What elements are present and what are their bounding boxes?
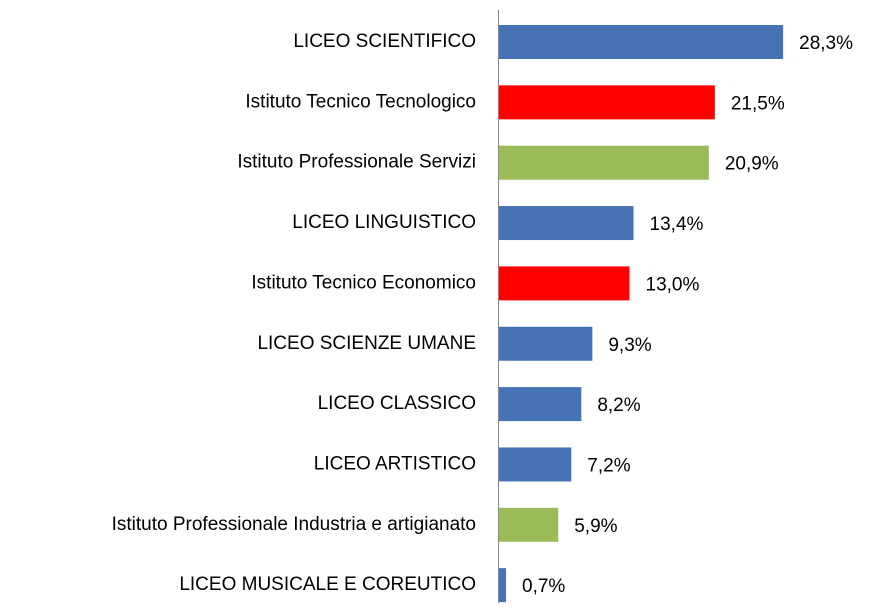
category-label: LICEO MUSICALE E COREUTICO [179, 574, 476, 595]
value-label: 5,9% [574, 516, 617, 537]
bar [499, 266, 630, 301]
category-label: Istituto Professionale Industria e artig… [112, 514, 476, 535]
category-label: Istituto Professionale Servizi [237, 152, 476, 173]
value-label: 8,2% [597, 395, 640, 416]
category-label: LICEO SCIENZE UMANE [257, 333, 476, 354]
bar [499, 326, 593, 361]
bar [499, 507, 559, 542]
value-label: 9,3% [608, 335, 651, 356]
bar [499, 206, 634, 241]
bar [499, 447, 572, 482]
value-label: 21,5% [731, 93, 785, 114]
category-label: LICEO LINGUISTICO [292, 212, 476, 233]
category-label: Istituto Tecnico Tecnologico [245, 91, 476, 112]
bar [499, 85, 715, 120]
category-label: LICEO SCIENTIFICO [293, 31, 476, 52]
bar [499, 145, 709, 180]
value-label: 0,7% [522, 576, 565, 597]
value-label: 13,4% [650, 214, 704, 235]
bar [499, 387, 582, 422]
value-label: 13,0% [646, 274, 700, 295]
value-label: 20,9% [725, 154, 779, 175]
value-label: 28,3% [799, 33, 853, 54]
category-label: LICEO CLASSICO [318, 393, 476, 414]
bar [499, 25, 784, 59]
category-label: Istituto Tecnico Economico [251, 272, 476, 293]
category-label: LICEO ARTISTICO [314, 453, 476, 474]
value-label: 7,2% [587, 455, 630, 476]
bar [499, 568, 507, 603]
